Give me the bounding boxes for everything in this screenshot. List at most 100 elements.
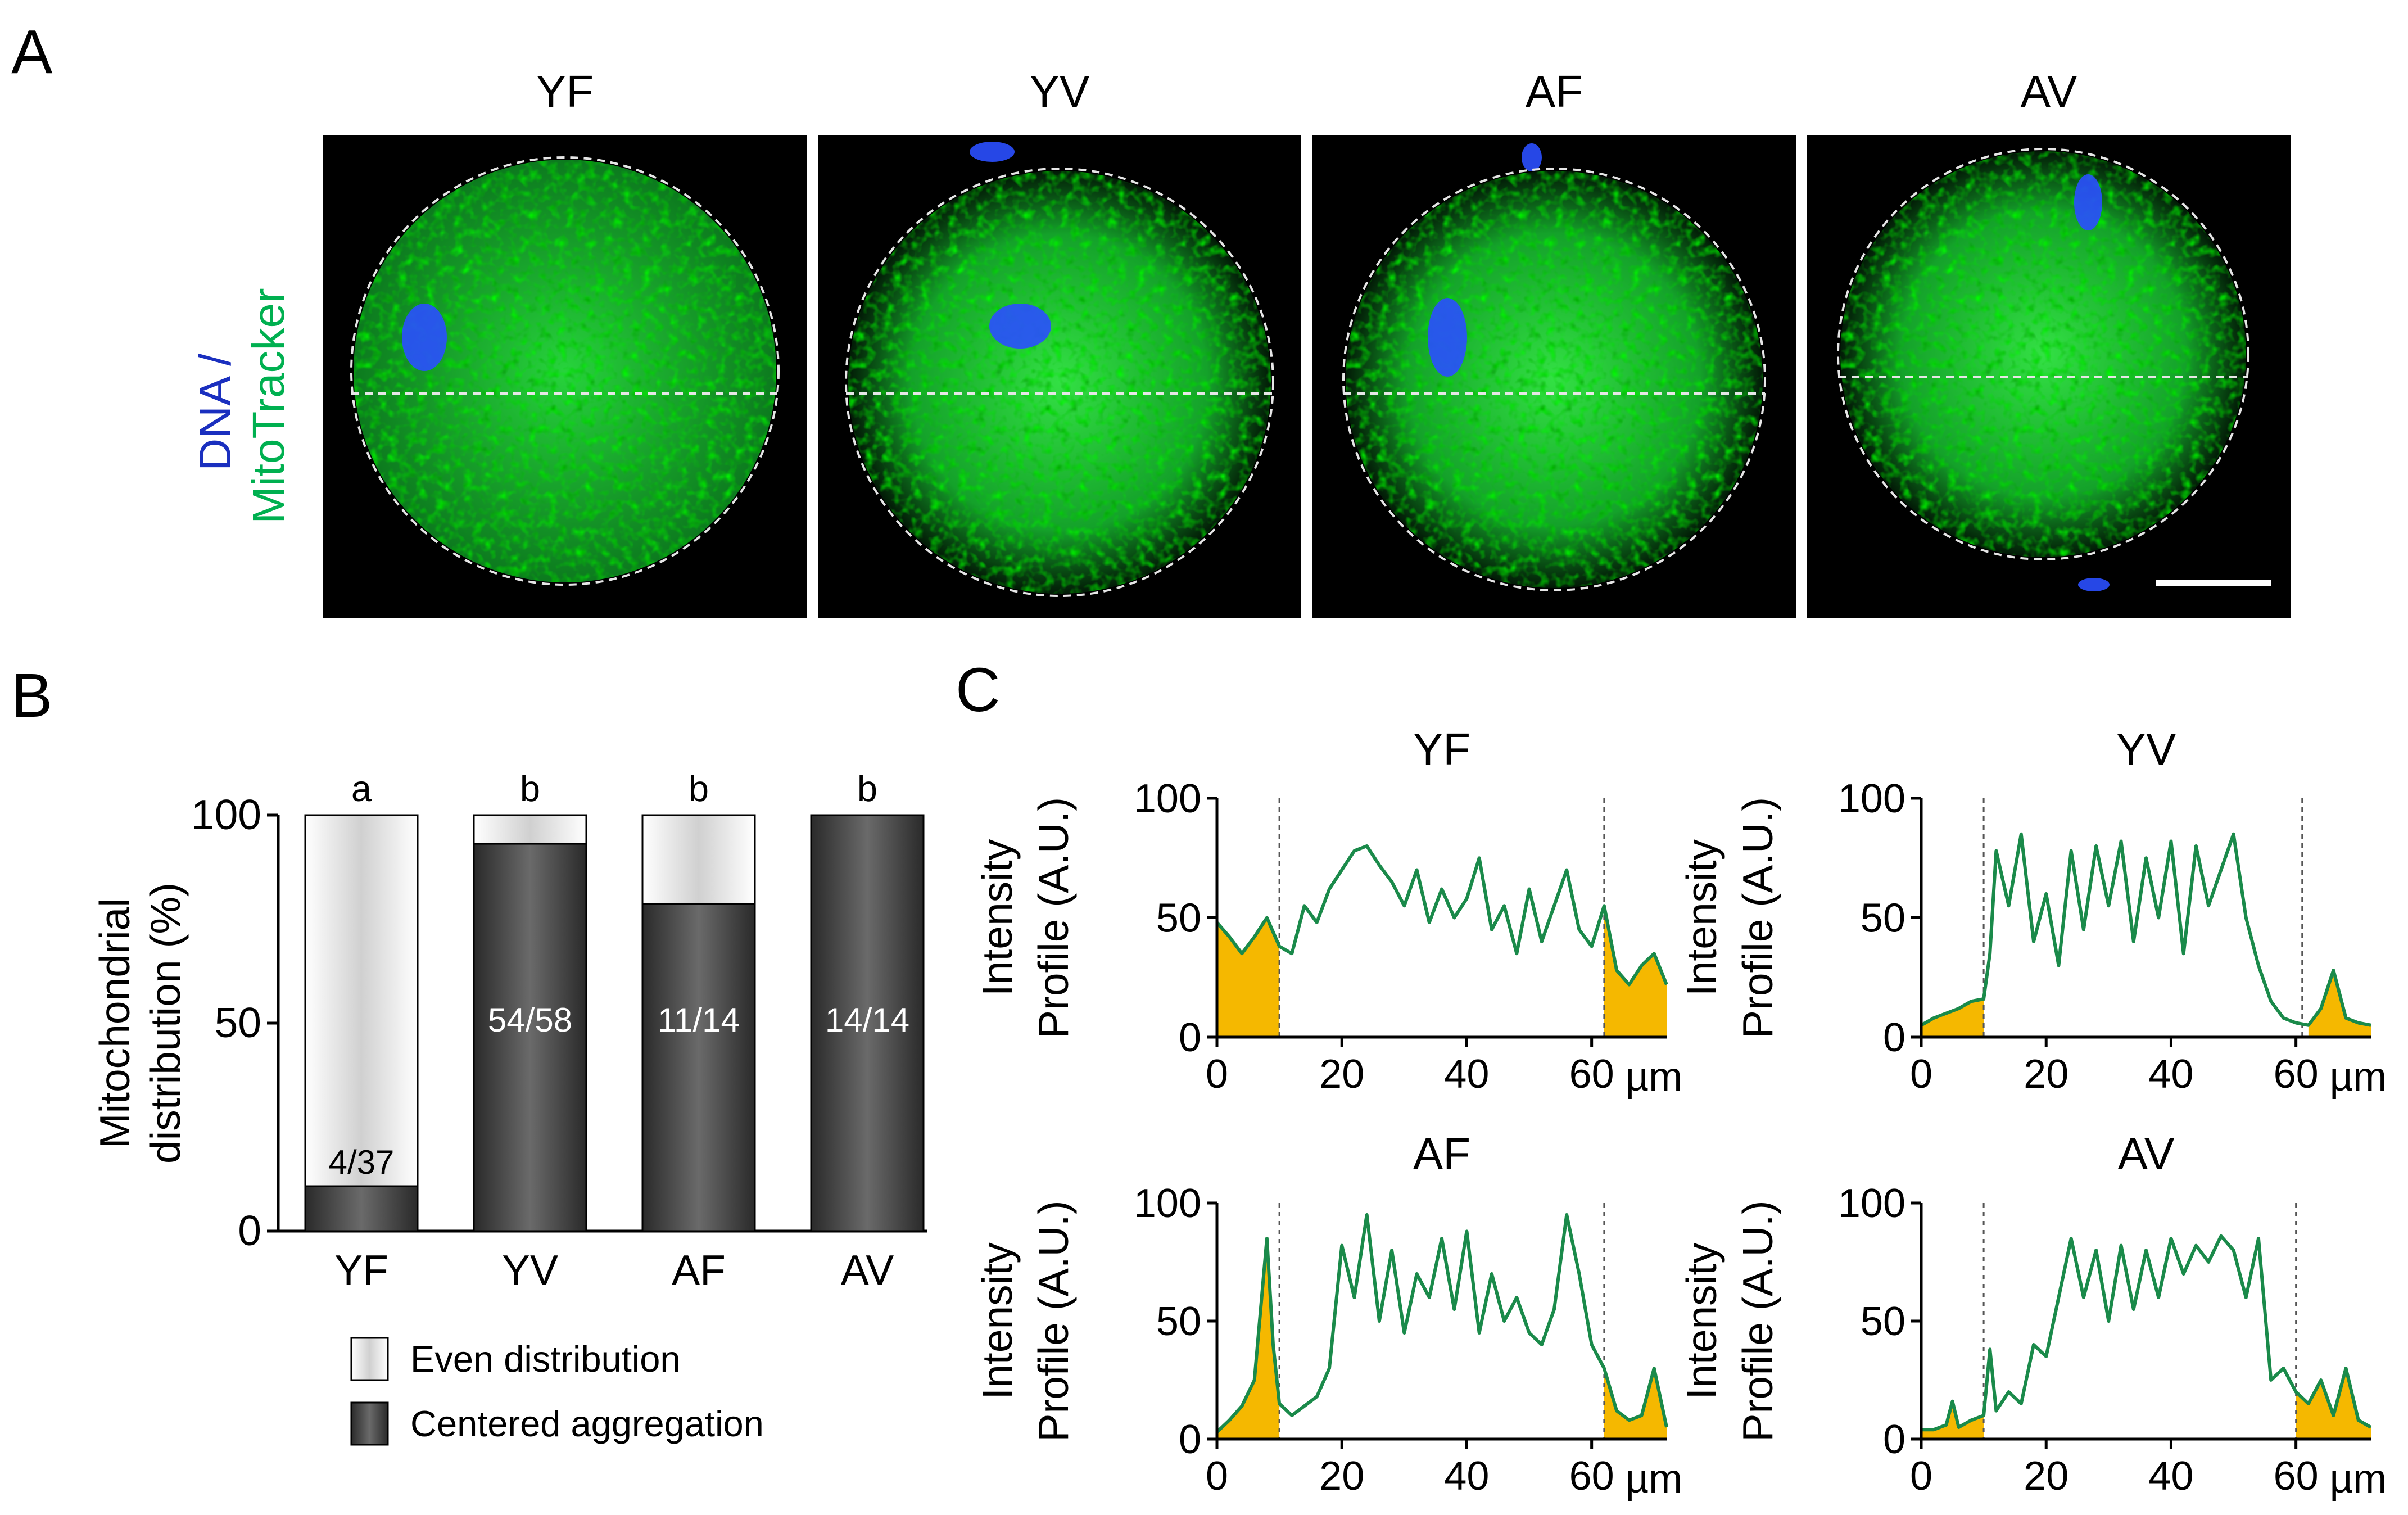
bar-centered-aggregation [810,814,925,1232]
profile-panel: 0 50 100 0 20 40 60 µm AF Intensity Profile (A.U.) [974,1129,1682,1502]
stain-label-dna: DNA / [190,353,240,471]
bar-count-label: 14/14 [825,1001,909,1039]
bar-even-distribution [473,814,587,845]
y-tick-label: 0 [1883,1015,1905,1060]
dna-signal [402,304,447,371]
legend-swatch [350,1401,389,1446]
significance-letter: a [351,768,372,809]
y-tick-label: 0 [1883,1417,1905,1462]
y-axis-label: Mitochondrialdistribution (%) [91,883,189,1164]
x-tick-label: 20 [2024,1454,2068,1499]
x-tick-label: 60 [2274,1052,2319,1097]
panel-letter-c: C [956,655,1000,725]
dna-signal [989,304,1051,349]
x-tick-label: 60 [2274,1454,2319,1499]
intensity-line [1215,844,1668,987]
y-tick-label: 100 [1838,776,1905,821]
y-axis-label-line: distribution (%) [142,883,189,1164]
y-tick-label: 100 [1134,1181,1201,1226]
x-tick-label: 40 [1444,1052,1489,1097]
intensity-line [1921,1234,2372,1432]
bar-count-label: 54/58 [488,1001,572,1039]
legend-label: Centered aggregation [410,1403,764,1444]
micrograph-row: YF YV AF AV [323,66,2291,618]
outside-cell-fill [1921,999,1984,1037]
significance-letter: b [520,768,540,809]
y-axis-label: Intensity Profile (A.U.) [974,1200,1077,1441]
bar-centered-aggregation [304,1185,419,1232]
micrograph-title: YV [1030,66,1090,116]
x-unit-label: µm [2330,1055,2387,1100]
profile-panel: 0 50 100 0 20 40 60 µm YF Intensity Profile (A.U.) [974,724,1682,1100]
micrograph-panel [1807,135,2291,618]
mito-texture [354,160,776,582]
y-tick-label: 50 [1861,1299,1905,1344]
dna-signal [1428,298,1467,377]
y-tick-label: 50 [215,999,261,1046]
legend-label: Even distribution [410,1338,681,1380]
oocyte-outline [845,168,1274,597]
x-tick-label: 0 [1910,1454,1932,1499]
mito-texture [848,171,1271,594]
panel-letter-a: A [11,17,53,87]
significance-letter: b [857,768,877,809]
dna-signal [970,142,1015,162]
x-tick-label: YF [334,1246,388,1294]
x-tick-label: 20 [2024,1052,2068,1097]
y-axis-label-line: Intensity [1678,1242,1725,1400]
x-tick-label: 40 [1444,1454,1489,1499]
micrograph-title: AF [1526,66,1583,116]
outside-cell-fill [2308,970,2371,1037]
x-tick-label: 60 [1569,1052,1614,1097]
profile-title: AF [1413,1129,1470,1179]
oocyte-outline [1837,148,2249,560]
x-tick-label: 20 [1319,1454,1364,1499]
micrograph-title: YF [536,66,594,116]
stain-label-mito: MitoTracker [243,288,293,523]
profile-title: YV [2116,724,2176,774]
outside-cell-fill [2296,1368,2371,1439]
y-axis-label: Intensity Profile (A.U.) [1678,1200,1781,1441]
y-axis-label-line: Profile (A.U.) [1030,797,1077,1038]
bar-count-label: 11/14 [658,1001,740,1039]
micrograph-panel [818,135,1301,618]
profile-title: YF [1413,724,1470,774]
profile-panel: 0 50 100 0 20 40 60 µm AV Intensity Profile (A.U.) [1678,1129,2387,1502]
intensity-line [1920,832,2371,1027]
y-tick-label: 0 [238,1207,261,1254]
y-tick-label: 50 [1861,896,1905,941]
x-tick-label: AV [841,1246,894,1294]
legend-swatch [350,1337,389,1381]
micrograph-panel [323,135,807,618]
x-tick-label: 60 [1569,1454,1614,1499]
dna-signal [1522,143,1542,171]
y-axis-label-line: Intensity [974,839,1021,996]
x-unit-label: µm [2330,1457,2387,1502]
profile-panel: 0 50 100 0 20 40 60 µm YV Intensity Profile (A.U.) [1678,724,2387,1100]
x-unit-label: µm [1626,1457,1682,1502]
x-tick-label: 0 [1206,1454,1228,1499]
oocyte-outline [1342,168,1766,591]
x-tick-label: 20 [1319,1052,1364,1097]
x-unit-label: µm [1626,1055,1682,1100]
x-tick-label: YV [502,1246,558,1294]
x-tick-label: AF [672,1246,726,1294]
outside-cell-fill [1217,917,1280,1037]
y-axis-label: Intensity Profile (A.U.) [974,797,1077,1038]
y-axis-label-line: Profile (A.U.) [1734,797,1781,1038]
y-axis-label-line: Mitochondrial [91,898,138,1148]
oocyte-outline [350,156,780,586]
mito-texture [1346,171,1763,588]
x-tick-label: 0 [1206,1052,1228,1097]
y-axis-label-line: Profile (A.U.) [1030,1200,1077,1441]
x-tick-label: 40 [2148,1454,2193,1499]
y-axis-label: Intensity Profile (A.U.) [1678,797,1781,1038]
bar-centered-aggregation [641,903,756,1232]
y-axis-label-line: Intensity [1678,839,1725,996]
y-tick-label: 0 [1179,1015,1201,1060]
panel-letter-b: B [11,661,52,730]
outside-cell-fill [1604,906,1667,1037]
y-tick-label: 100 [191,791,261,838]
